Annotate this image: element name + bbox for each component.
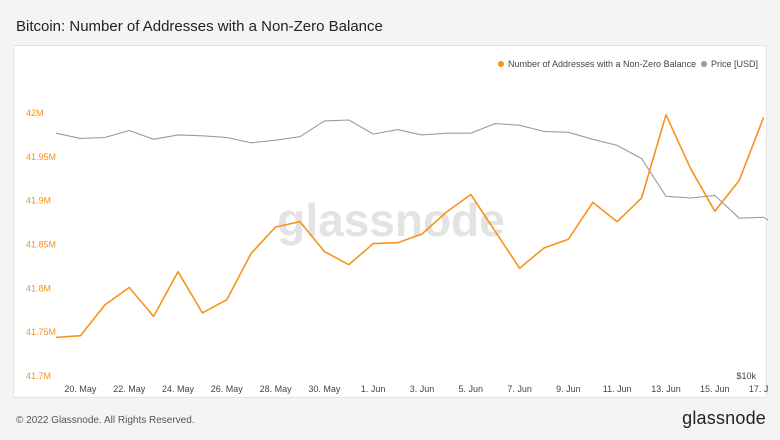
x-tick-label: 11. Jun	[603, 384, 632, 394]
series-line-addresses[interactable]	[55, 114, 765, 339]
y-left-tick-label: 41.95M	[26, 152, 56, 162]
x-tick-label: 30. May	[308, 384, 341, 394]
x-tick-label: 13. Jun	[651, 384, 681, 394]
y-axis-right: $10k	[736, 371, 756, 381]
legend-dot-price	[701, 61, 707, 67]
x-tick-label: 22. May	[113, 384, 146, 394]
x-tick-label: 7. Jun	[507, 384, 532, 394]
x-tick-label: 26. May	[211, 384, 244, 394]
x-tick-label: 5. Jun	[459, 384, 484, 394]
x-tick-label: 1. Jun	[361, 384, 386, 394]
legend: Number of Addresses with a Non-Zero Bala…	[498, 59, 758, 69]
y-left-tick-label: 41.8M	[26, 283, 51, 293]
series-line-price[interactable]	[55, 119, 768, 232]
y-left-tick-label: 41.7M	[26, 371, 51, 381]
glassnode-logo[interactable]: glassnode	[682, 408, 766, 428]
x-tick-label: 15. Jun	[700, 384, 730, 394]
y-left-tick-label: 41.75M	[26, 327, 56, 337]
y-left-tick-label: 41.85M	[26, 240, 56, 250]
y-right-tick-label: $10k	[736, 371, 756, 381]
chart-card: glassnode Number of Addresses with a Non…	[13, 45, 768, 398]
page-title: Bitcoin: Number of Addresses with a Non-…	[16, 18, 383, 35]
x-tick-label: 28. May	[260, 384, 293, 394]
x-tick-label: 17. Jun	[749, 384, 768, 394]
x-tick-label: 20. May	[64, 384, 97, 394]
x-axis: 20. May 22. May 24. May 26. May 28. May 30. M…	[64, 384, 768, 394]
x-tick-label: 9. Jun	[556, 384, 581, 394]
series-group	[55, 114, 768, 339]
copyright: © 2022 Glassnode. All Rights Reserved.	[16, 415, 195, 426]
y-axis-left: 41.7M 41.75M 41.8M 41.85M 41.9M 41.95M 42M	[26, 108, 56, 381]
y-left-tick-label: 42M	[26, 108, 44, 118]
legend-label-price[interactable]: Price [USD]	[711, 59, 758, 69]
watermark: glassnode	[277, 194, 505, 246]
chart: glassnode Number of Addresses with a Non…	[26, 59, 768, 394]
legend-label-addresses[interactable]: Number of Addresses with a Non-Zero Bala…	[508, 59, 696, 69]
legend-dot-addresses	[498, 61, 504, 67]
x-tick-label: 3. Jun	[410, 384, 435, 394]
y-left-tick-label: 41.9M	[26, 196, 51, 206]
x-tick-label: 24. May	[162, 384, 195, 394]
